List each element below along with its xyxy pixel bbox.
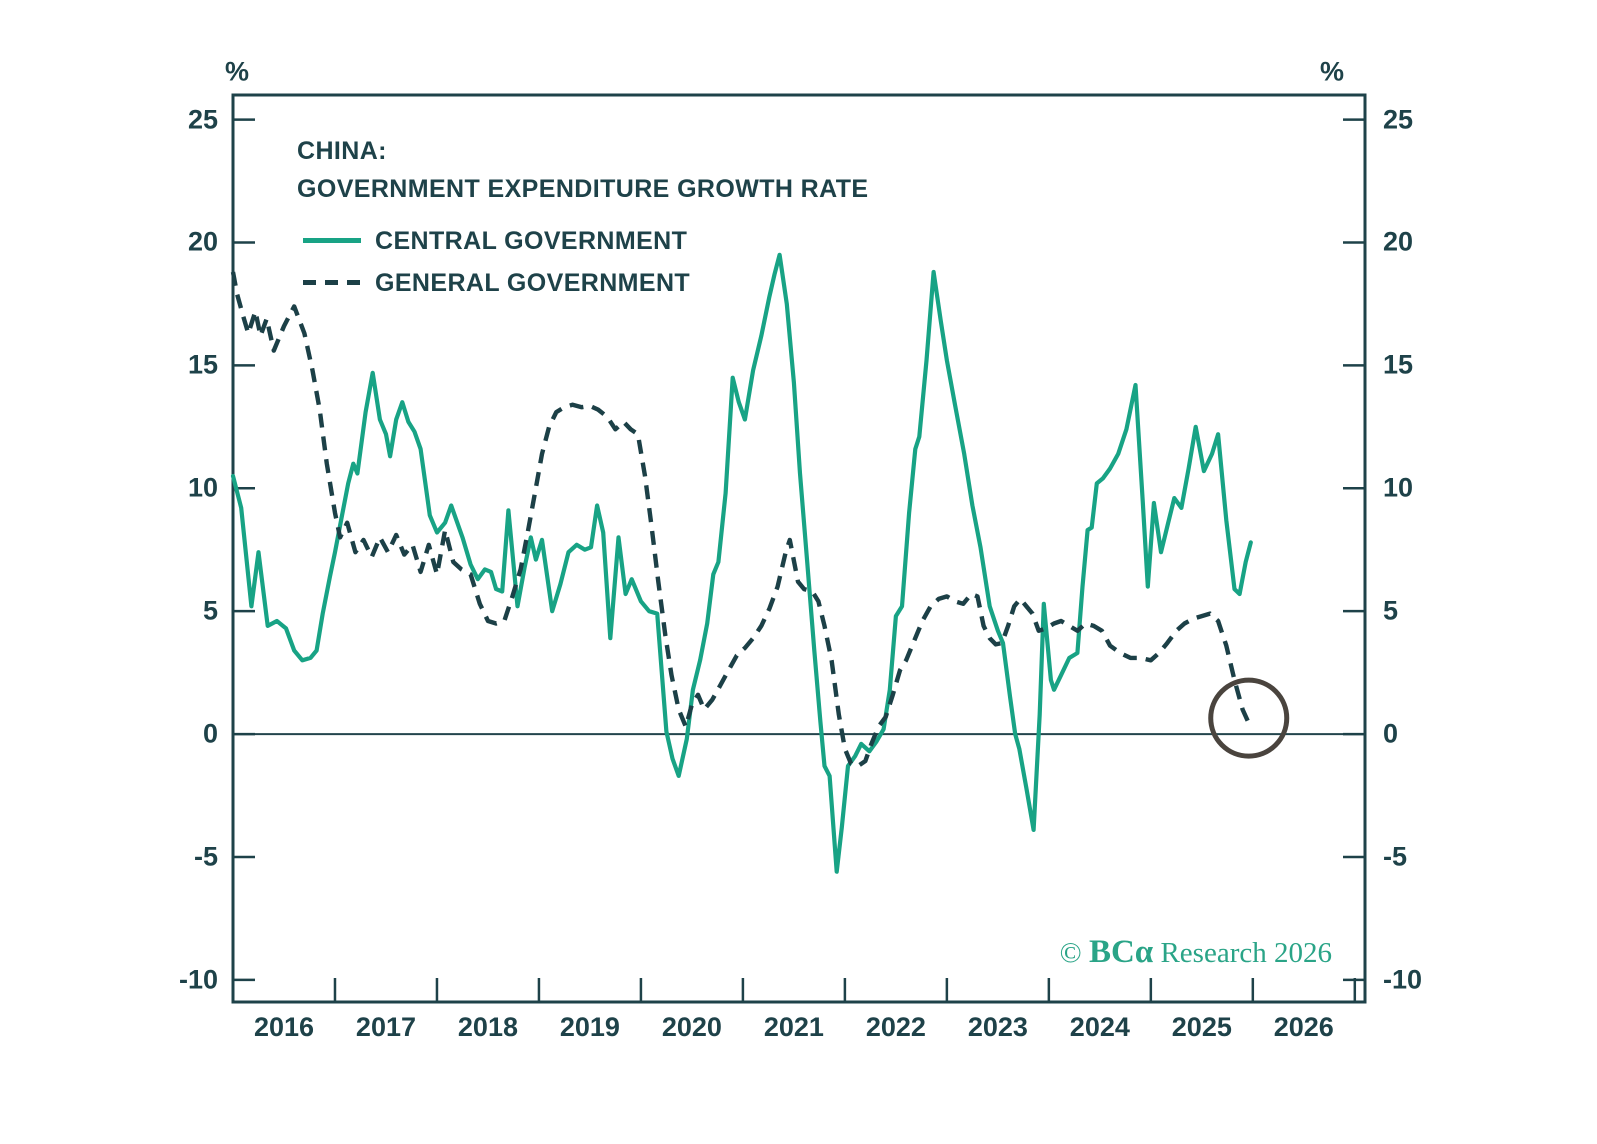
y-axis-label-left--10: -10 bbox=[178, 964, 218, 995]
y-axis-label-right--5: -5 bbox=[1383, 841, 1408, 872]
chart-title-line1: CHINA: bbox=[297, 137, 387, 165]
x-axis-label-2021: 2021 bbox=[763, 1012, 824, 1042]
y-axis-label-right-20: 20 bbox=[1383, 226, 1414, 257]
y-axis-label-left-25: 25 bbox=[187, 104, 218, 135]
y-axis-label-left-10: 10 bbox=[187, 472, 218, 503]
annotation-circle-latest-reading bbox=[1208, 677, 1290, 759]
x-axis-label-2017: 2017 bbox=[355, 1012, 417, 1042]
x-axis-label-2025: 2025 bbox=[1171, 1012, 1232, 1042]
credit-suffix: Research 2026 bbox=[1153, 937, 1332, 969]
plot-frame bbox=[231, 93, 1367, 1004]
x-axis-label-2024: 2024 bbox=[1069, 1012, 1130, 1042]
y-axis-unit-left: % bbox=[224, 56, 250, 87]
credit-copyright-symbol: © bbox=[1059, 937, 1089, 969]
y-axis-label-right-10: 10 bbox=[1383, 472, 1414, 503]
x-axis-label-2019: 2019 bbox=[559, 1012, 620, 1042]
y-axis-label-right-5: 5 bbox=[1383, 595, 1399, 626]
y-axis-label-left--5: -5 bbox=[193, 841, 218, 872]
y-axis-label-left-15: 15 bbox=[187, 349, 218, 380]
y-axis-label-left-5: 5 bbox=[202, 595, 218, 626]
y-axis-label-left-0: 0 bbox=[202, 718, 218, 749]
legend-label-central-government: CENTRAL GOVERNMENT bbox=[375, 227, 688, 255]
y-axis-label-right-25: 25 bbox=[1383, 104, 1414, 135]
x-axis-label-2016: 2016 bbox=[253, 1012, 315, 1042]
x-axis-label-2020: 2020 bbox=[661, 1012, 722, 1042]
x-axis-label-2018: 2018 bbox=[457, 1012, 518, 1042]
chart-title-line2: GOVERNMENT EXPENDITURE GROWTH RATE bbox=[297, 175, 869, 203]
x-axis-label-2023: 2023 bbox=[967, 1012, 1028, 1042]
credit-brand: BCα bbox=[1088, 934, 1154, 970]
y-axis-label-right-0: 0 bbox=[1383, 718, 1399, 749]
y-axis-label-right-15: 15 bbox=[1383, 349, 1414, 380]
x-axis-label-2022: 2022 bbox=[865, 1012, 926, 1042]
legend-label-general-government: GENERAL GOVERNMENT bbox=[375, 269, 691, 297]
series-line-central_government bbox=[230, 252, 1253, 874]
x-axis-label-2026: 2026 bbox=[1273, 1012, 1334, 1042]
credit-bca-research: © BCα Research 2026 bbox=[1012, 934, 1332, 971]
legend-swatch-central-government-line bbox=[303, 238, 361, 243]
series-line-general_government bbox=[230, 271, 1251, 769]
y-axis-unit-right: % bbox=[1319, 56, 1345, 87]
y-axis-label-right--10: -10 bbox=[1383, 964, 1423, 995]
y-axis-label-left-20: 20 bbox=[187, 226, 218, 257]
legend-swatch-general-government-line bbox=[303, 280, 365, 285]
